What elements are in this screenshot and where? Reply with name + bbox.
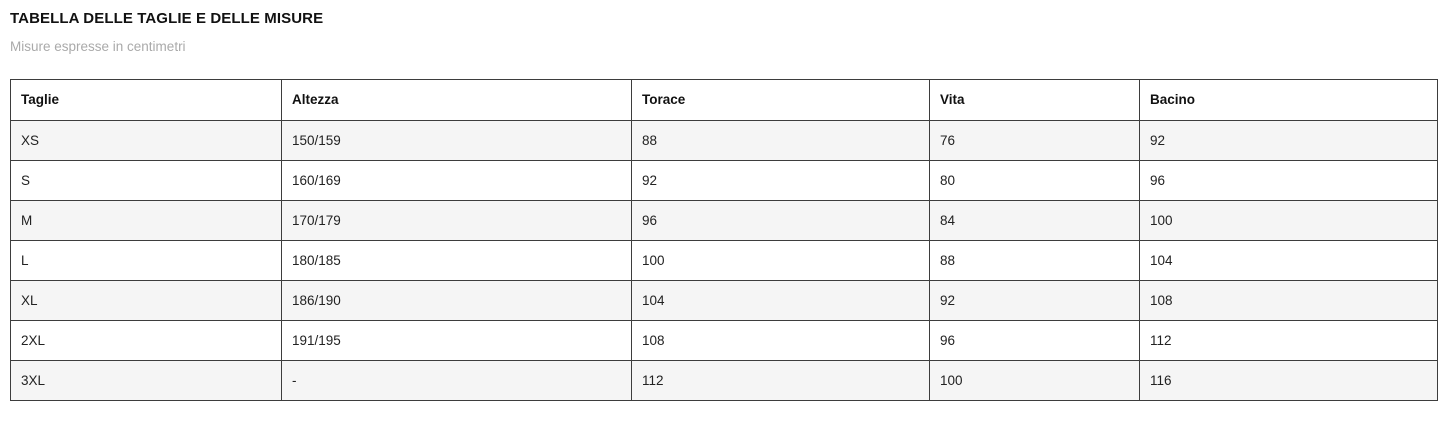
cell-altezza: - <box>281 360 632 401</box>
cell-torace: 108 <box>631 320 930 361</box>
cell-altezza: 150/159 <box>281 120 632 161</box>
table-header-row: Taglie Altezza Torace Vita Bacino <box>10 79 1438 121</box>
page-subtitle: Misure espresse in centimetri <box>10 39 186 54</box>
cell-torace: 96 <box>631 200 930 241</box>
cell-bacino: 96 <box>1139 160 1438 201</box>
cell-bacino: 108 <box>1139 280 1438 321</box>
cell-vita: 92 <box>929 280 1140 321</box>
cell-bacino: 112 <box>1139 320 1438 361</box>
table-header: Taglie Altezza Torace Vita Bacino <box>10 79 1438 121</box>
cell-torace: 92 <box>631 160 930 201</box>
cell-torace: 112 <box>631 360 930 401</box>
cell-vita: 100 <box>929 360 1140 401</box>
cell-taglie: 3XL <box>10 360 282 401</box>
table-row: L 180/185 100 88 104 <box>10 240 1438 281</box>
cell-taglie: M <box>10 200 282 241</box>
cell-torace: 88 <box>631 120 930 161</box>
cell-taglie: L <box>10 240 282 281</box>
cell-bacino: 104 <box>1139 240 1438 281</box>
cell-vita: 96 <box>929 320 1140 361</box>
column-header-taglie: Taglie <box>10 79 282 121</box>
table-row: XL 186/190 104 92 108 <box>10 280 1438 321</box>
table-body: XS 150/159 88 76 92 S 160/169 92 80 96 M 170/179 96 8… <box>10 120 1438 401</box>
size-table-container: Taglie Altezza Torace Vita Bacino XS 150/… <box>10 79 1438 401</box>
table-row: M 170/179 96 84 100 <box>10 200 1438 241</box>
column-header-vita: Vita <box>929 79 1140 121</box>
cell-taglie: XL <box>10 280 282 321</box>
page-title: TABELLA DELLE TAGLIE E DELLE MISURE <box>10 10 324 27</box>
cell-vita: 88 <box>929 240 1140 281</box>
cell-altezza: 160/169 <box>281 160 632 201</box>
cell-altezza: 180/185 <box>281 240 632 281</box>
cell-torace: 100 <box>631 240 930 281</box>
cell-bacino: 92 <box>1139 120 1438 161</box>
cell-taglie: XS <box>10 120 282 161</box>
cell-vita: 76 <box>929 120 1140 161</box>
column-header-torace: Torace <box>631 79 930 121</box>
cell-altezza: 170/179 <box>281 200 632 241</box>
size-measurements-table: Taglie Altezza Torace Vita Bacino XS 150/… <box>10 79 1438 401</box>
column-header-altezza: Altezza <box>281 79 632 121</box>
cell-altezza: 191/195 <box>281 320 632 361</box>
cell-taglie: 2XL <box>10 320 282 361</box>
column-header-bacino: Bacino <box>1139 79 1438 121</box>
table-row: S 160/169 92 80 96 <box>10 160 1438 201</box>
table-row: XS 150/159 88 76 92 <box>10 120 1438 161</box>
cell-vita: 80 <box>929 160 1140 201</box>
table-row: 2XL 191/195 108 96 112 <box>10 320 1438 361</box>
cell-taglie: S <box>10 160 282 201</box>
cell-bacino: 100 <box>1139 200 1438 241</box>
table-row: 3XL -112 100 116 <box>10 360 1438 401</box>
cell-altezza: 186/190 <box>281 280 632 321</box>
cell-vita: 84 <box>929 200 1140 241</box>
cell-bacino: 116 <box>1139 360 1438 401</box>
cell-torace: 104 <box>631 280 930 321</box>
